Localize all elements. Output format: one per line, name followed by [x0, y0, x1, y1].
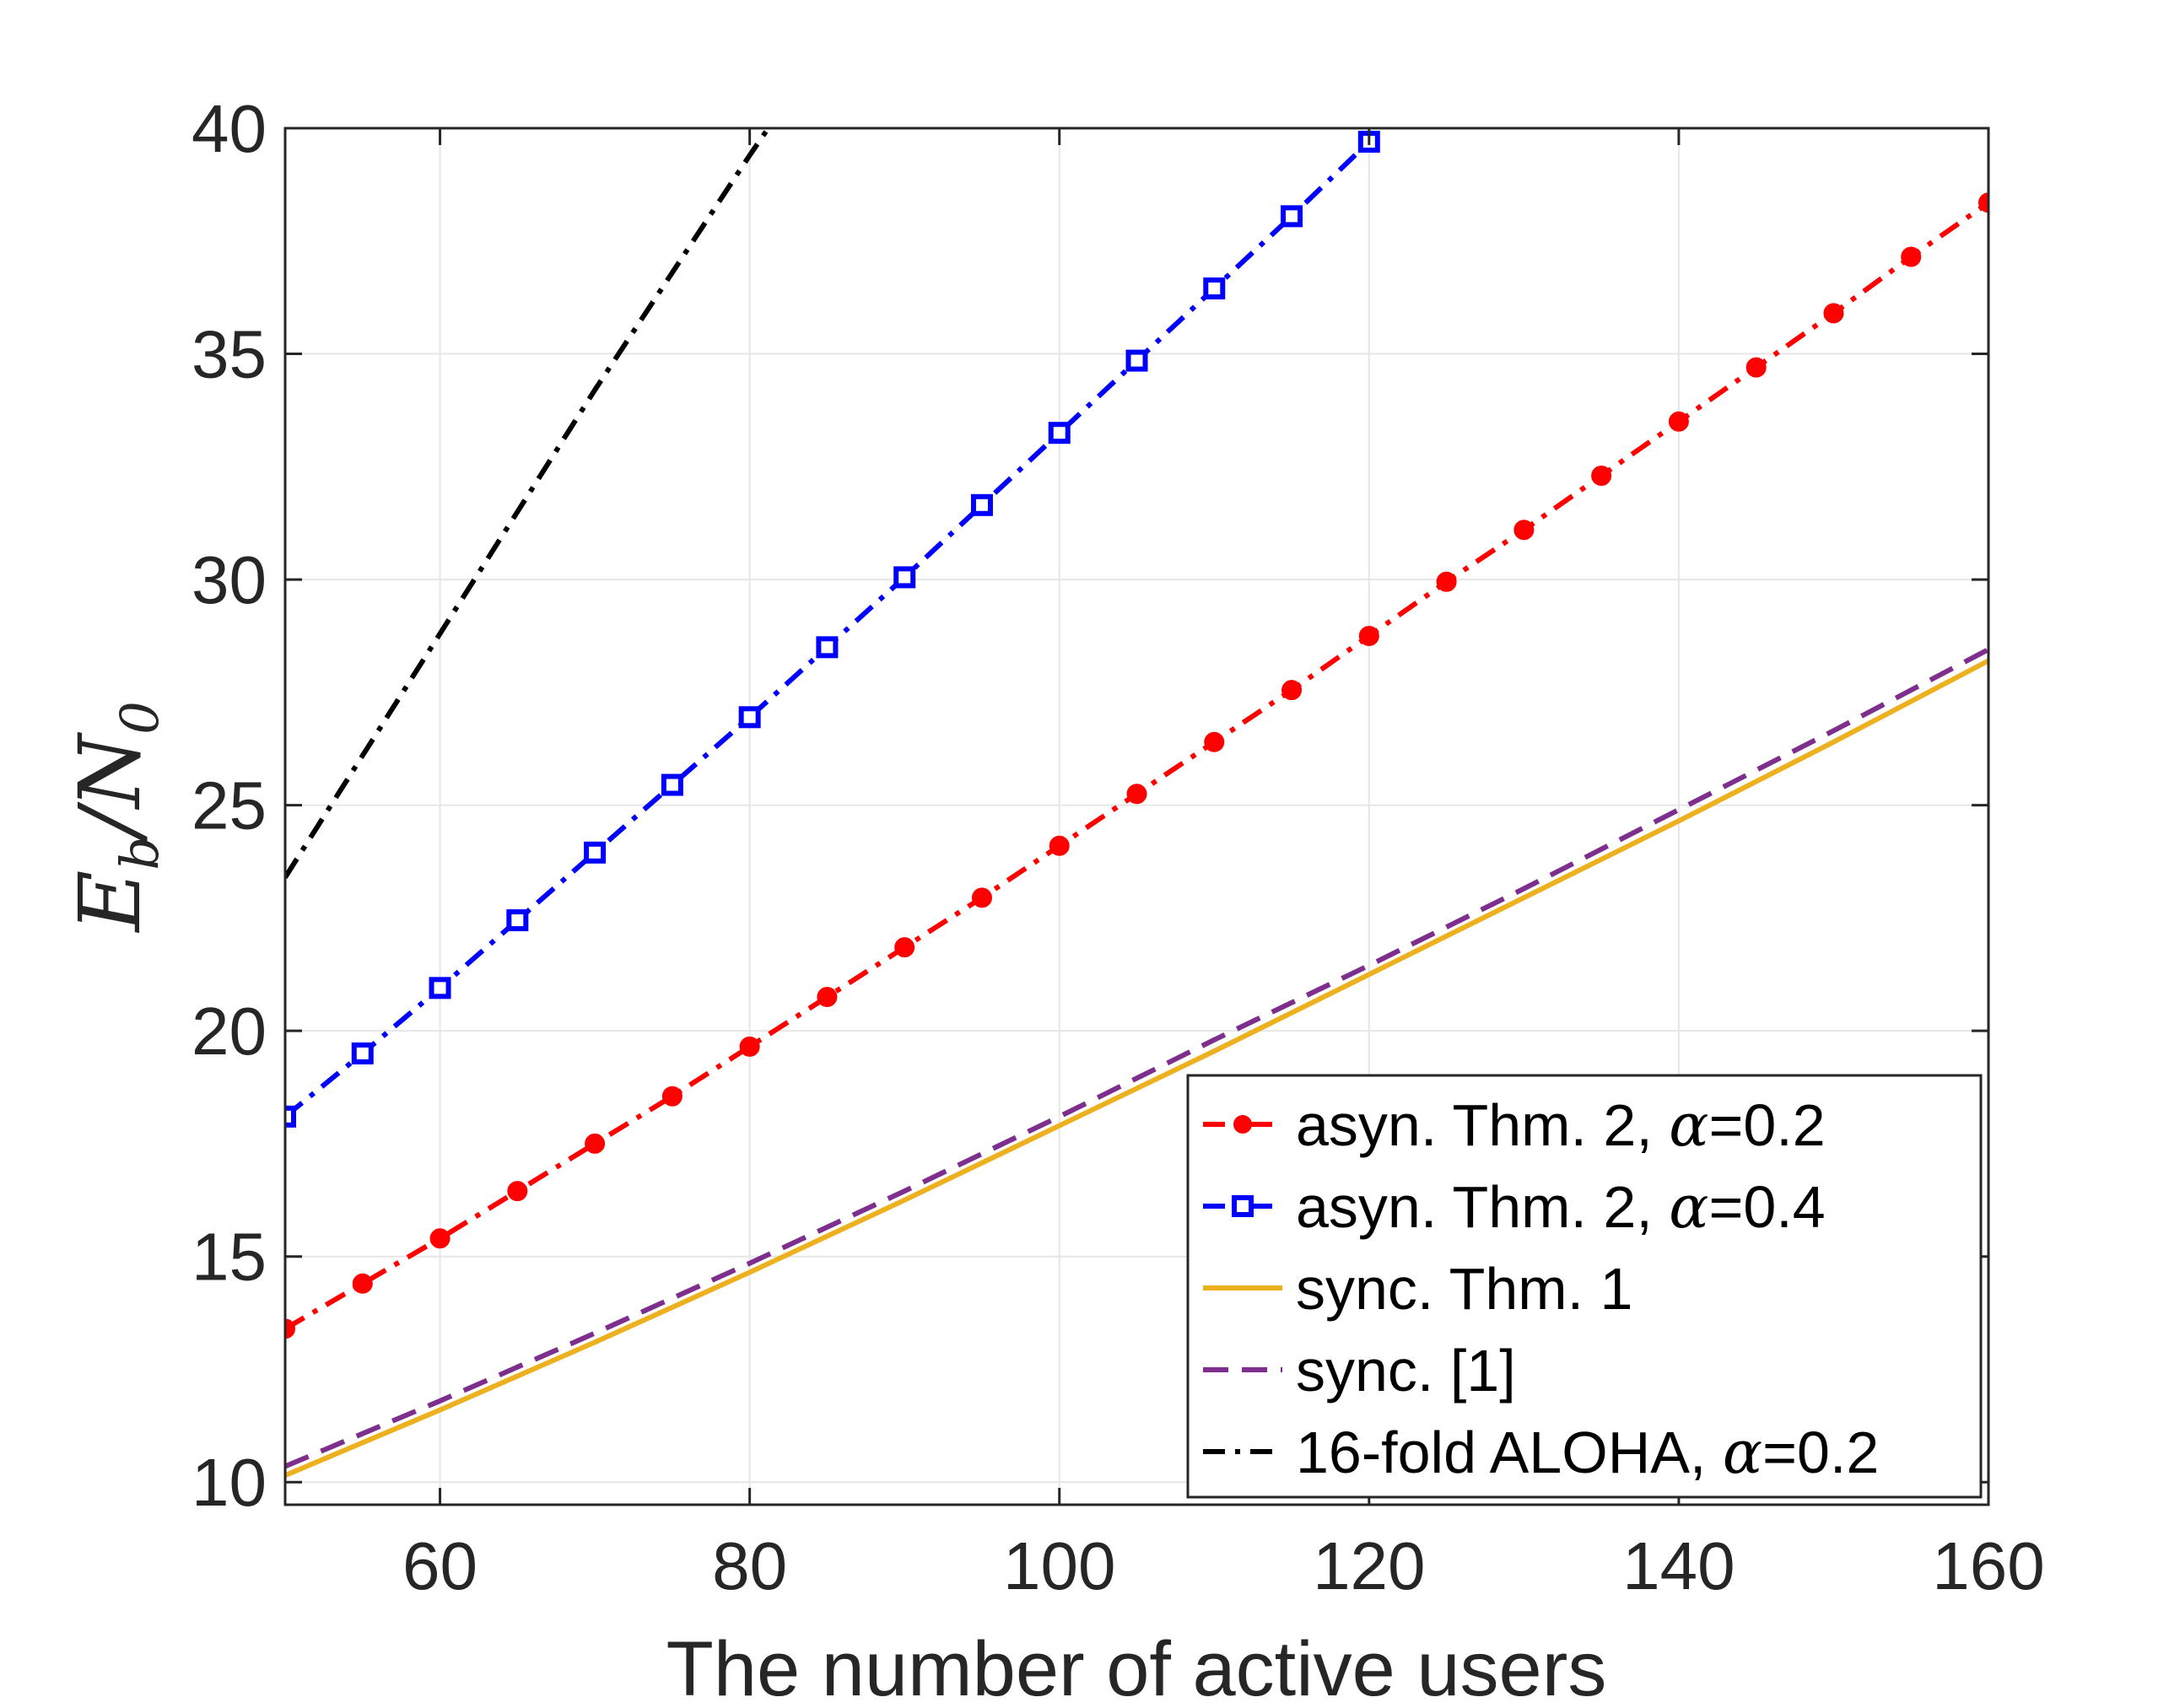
y-tick-label: 40 [192, 91, 267, 166]
legend-label: asyn. Thm. 2, α=0.2 [1296, 1091, 1826, 1160]
data-point [739, 1036, 760, 1057]
data-point [816, 636, 839, 659]
data-point [1126, 784, 1147, 805]
legend: asyn. Thm. 2, α=0.2 asyn. Thm. 2, α=0.4 sy… [1186, 1074, 1983, 1499]
data-point [1901, 246, 1922, 267]
series-3 [285, 658, 1988, 1478]
data-point [1978, 192, 1988, 213]
y-tick-label: 15 [192, 1220, 267, 1295]
x-axis-label: The number of active users [666, 1626, 1607, 1708]
legend-marker [1232, 1195, 1254, 1217]
data-point [738, 706, 761, 729]
data-point [893, 566, 916, 589]
legend-marker [1233, 1115, 1252, 1134]
data-point [429, 1228, 451, 1249]
y-tick-label: 10 [192, 1445, 267, 1520]
x-tick-label: 60 [402, 1528, 478, 1603]
data-point [1436, 571, 1457, 592]
data-point [1204, 731, 1225, 752]
data-point [1823, 303, 1844, 324]
data-point [1281, 205, 1303, 228]
y-tick-label: 20 [192, 994, 267, 1069]
legend-box [1186, 1074, 1983, 1499]
data-point [971, 887, 992, 908]
data-point [351, 1042, 374, 1064]
data-point [1745, 357, 1767, 378]
data-point [817, 987, 838, 1008]
data-point [585, 1133, 606, 1154]
data-point [1048, 422, 1071, 445]
series-line [285, 647, 1988, 1469]
series-4 [285, 647, 1988, 1469]
series-1 [285, 192, 1988, 1339]
data-point [661, 1086, 683, 1107]
data-point [1591, 466, 1612, 487]
data-point [1358, 625, 1379, 646]
legend-label: sync. [1] [1296, 1338, 1516, 1404]
data-point [1049, 835, 1070, 856]
x-tick-label: 140 [1622, 1528, 1735, 1603]
data-point [1513, 520, 1535, 541]
data-point [584, 841, 607, 864]
legend-label: sync. Thm. 1 [1296, 1256, 1632, 1322]
x-tick-label: 160 [1932, 1528, 2044, 1603]
x-tick-label: 120 [1313, 1528, 1425, 1603]
data-point [285, 1105, 296, 1128]
series-line [285, 128, 771, 879]
y-tick-label: 25 [192, 768, 267, 843]
data-point [285, 1318, 295, 1339]
series-5 [285, 128, 771, 879]
x-tick-label: 80 [712, 1528, 787, 1603]
legend-label: asyn. Thm. 2, α=0.4 [1296, 1172, 1826, 1242]
y-tick-label: 35 [192, 317, 267, 392]
series-line [285, 658, 1988, 1478]
plot-frame [283, 127, 1990, 1506]
legend-label: 16-fold ALOHA, α=0.2 [1296, 1418, 1879, 1487]
data-point [1281, 680, 1303, 701]
data-point [1668, 411, 1689, 432]
data-point [507, 1181, 528, 1202]
data-point [352, 1273, 373, 1294]
data-point [1125, 349, 1148, 372]
data-point [970, 493, 993, 516]
y-tick-label: 30 [192, 542, 267, 617]
data-point [1203, 277, 1226, 299]
data-point [661, 773, 683, 796]
x-tick-label: 100 [1003, 1528, 1115, 1603]
data-point [894, 937, 915, 958]
ticks: 60 80 100 120 140 160 10 15 20 25 30 35 40 [192, 91, 2045, 1603]
series-layer [285, 128, 1988, 1478]
data-point [429, 977, 451, 999]
data-point [506, 909, 529, 932]
y-axis-label: Eb/N0 [61, 701, 170, 933]
